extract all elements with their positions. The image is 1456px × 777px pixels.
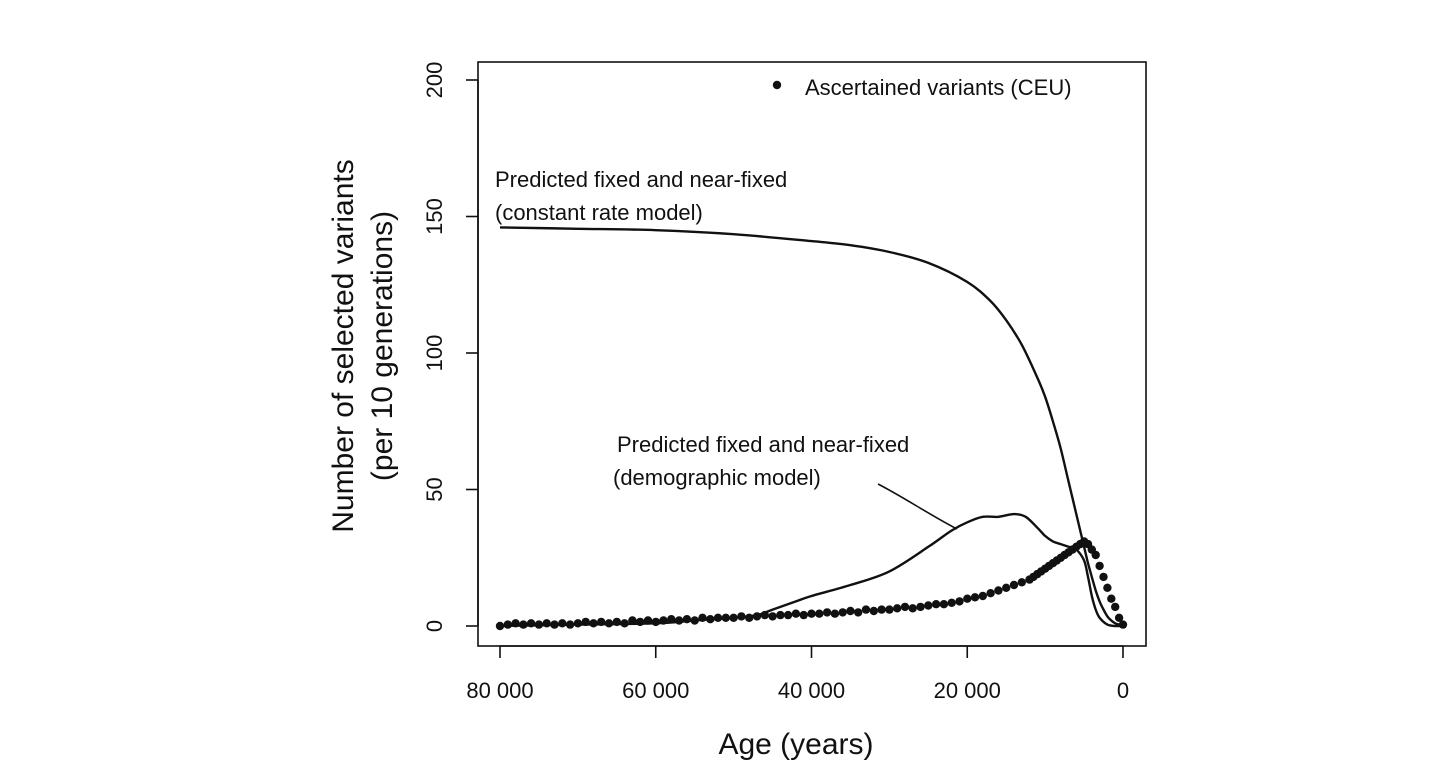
data-point xyxy=(877,605,886,614)
x-tick-label: 20 000 xyxy=(934,678,1001,703)
data-point xyxy=(783,610,793,620)
data-point xyxy=(1114,613,1124,622)
x-axis-title: Age (years) xyxy=(718,728,873,761)
annotation-constant-rate-line2: (constant rate model) xyxy=(495,200,703,225)
data-point xyxy=(1099,572,1108,582)
annotation-demographic-line1: Predicted fixed and near-fixed xyxy=(617,432,909,457)
data-point xyxy=(776,610,785,620)
data-point xyxy=(838,608,847,617)
data-point xyxy=(1009,580,1019,590)
legend-marker-dot xyxy=(772,80,782,90)
annotation-demographic-line2: (demographic model) xyxy=(613,465,821,490)
data-point xyxy=(869,606,878,616)
data-point xyxy=(931,600,941,609)
data-point xyxy=(1095,561,1104,571)
data-point xyxy=(854,608,863,617)
y-tick-label: 100 xyxy=(422,335,447,372)
series-lines xyxy=(499,226,1124,628)
data-point xyxy=(947,598,956,607)
data-point xyxy=(1002,583,1011,592)
data-point xyxy=(900,602,910,612)
annotation-constant-rate: Predicted fixed and near-fixed (constant… xyxy=(495,167,787,225)
data-point xyxy=(815,609,824,618)
x-tick-label: 0 xyxy=(1117,678,1129,703)
y-axis-title-line2: (per 10 generations) xyxy=(366,211,399,481)
data-point xyxy=(822,608,832,617)
data-point xyxy=(768,612,777,621)
series-line-constant-rate xyxy=(499,226,1124,628)
data-point xyxy=(955,597,964,606)
data-point xyxy=(807,609,816,618)
data-point xyxy=(1017,578,1026,587)
data-point xyxy=(799,610,808,620)
data-point xyxy=(986,589,995,598)
data-point xyxy=(978,591,987,601)
data-point xyxy=(503,620,512,629)
data-point xyxy=(1107,594,1116,603)
data-point xyxy=(893,604,902,613)
data-point xyxy=(908,604,917,613)
data-point xyxy=(830,609,840,618)
data-point xyxy=(846,606,855,616)
legend-label-ascertained: Ascertained variants (CEU) xyxy=(805,75,1072,100)
data-point xyxy=(924,601,933,610)
y-tick-label: 150 xyxy=(422,198,447,235)
data-point xyxy=(1103,583,1112,592)
data-point xyxy=(916,602,925,612)
data-point xyxy=(939,600,949,609)
data-point xyxy=(1111,602,1120,612)
data-point xyxy=(963,594,972,603)
data-point xyxy=(651,617,660,627)
x-tick-label: 40 000 xyxy=(778,678,845,703)
x-tick-label: 80 000 xyxy=(466,678,533,703)
x-tick-label: 60 000 xyxy=(622,678,689,703)
y-axis-title: Number of selected variants (per 10 gene… xyxy=(327,159,399,533)
y-axis-title-line1: Number of selected variants xyxy=(327,159,360,533)
y-axis: 0 50 100 150 200 xyxy=(422,62,479,632)
data-point xyxy=(994,586,1003,595)
y-tick-label: 50 xyxy=(422,477,447,501)
scatter-points xyxy=(495,537,1128,631)
data-point xyxy=(573,619,583,628)
annotation-demographic: Predicted fixed and near-fixed (demograp… xyxy=(613,432,958,530)
data-point xyxy=(970,593,980,602)
series-line-demographic xyxy=(499,512,1124,628)
data-point xyxy=(861,605,871,614)
data-point xyxy=(558,619,567,628)
x-axis: 80 000 60 000 40 000 20 000 0 xyxy=(466,645,1129,703)
legend: Ascertained variants (CEU) xyxy=(772,75,1072,100)
data-point xyxy=(791,609,801,618)
annotation-constant-rate-line1: Predicted fixed and near-fixed xyxy=(495,167,787,192)
data-point xyxy=(885,605,894,614)
plot-frame xyxy=(477,61,1147,647)
y-tick-label: 0 xyxy=(422,620,447,632)
annotation-demographic-pointer xyxy=(877,483,958,530)
y-tick-label: 200 xyxy=(422,62,447,99)
data-point xyxy=(628,616,637,625)
data-point xyxy=(1091,550,1100,560)
